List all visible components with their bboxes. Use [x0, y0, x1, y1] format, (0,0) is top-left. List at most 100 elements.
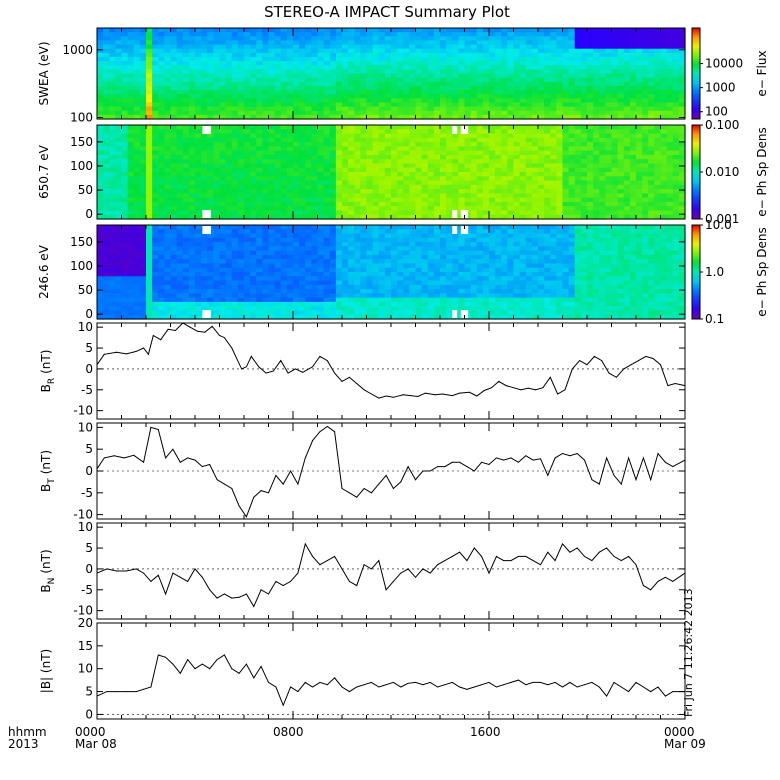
heatmap-cell [146, 267, 153, 273]
heatmap-cell [97, 176, 104, 182]
heatmap-cell [164, 40, 172, 46]
heatmap-cell [678, 184, 686, 190]
heatmap-cell [642, 44, 649, 50]
heatmap-cell [531, 163, 539, 169]
heatmap-cell [231, 289, 239, 294]
heatmap-cell [672, 197, 680, 203]
heatmap-cell [256, 297, 263, 303]
heatmap-cell [305, 81, 312, 87]
heatmap-cell [231, 206, 239, 212]
heatmap-cell [237, 133, 245, 139]
heatmap-cell [293, 110, 300, 116]
heatmap-cell [213, 289, 221, 294]
heatmap-cell [550, 106, 557, 112]
heatmap-cell [207, 146, 214, 152]
heatmap-cell [660, 163, 668, 169]
heatmap-cell [139, 90, 147, 95]
heatmap-cell [152, 314, 159, 320]
heatmap-cell [262, 180, 270, 186]
heatmap-cell [397, 172, 404, 177]
heatmap-cell [556, 56, 564, 62]
heatmap-cell [250, 110, 257, 116]
heatmap-cell [556, 106, 564, 112]
heatmap-cell [464, 154, 472, 160]
heatmap-cell [195, 48, 202, 54]
heatmap-cell [489, 48, 496, 54]
heatmap-cell [213, 172, 221, 177]
heatmap-cell [440, 180, 447, 186]
heatmap-cell [299, 90, 306, 95]
heatmap-cell [164, 284, 172, 290]
heatmap-cell [397, 110, 404, 116]
heatmap-cell [391, 172, 398, 177]
heatmap-cell [250, 44, 257, 50]
heatmap-cell [207, 176, 214, 182]
heatmap-cell [146, 242, 153, 247]
heatmap-cell [672, 94, 680, 99]
heatmap-cell [531, 106, 539, 112]
heatmap-cell [636, 61, 643, 66]
heatmap-cell [182, 233, 190, 239]
heatmap-cell [544, 48, 551, 54]
heatmap-cell [507, 172, 515, 177]
heatmap-cell [348, 69, 355, 75]
heatmap-cell [103, 306, 110, 312]
heatmap-cell [354, 210, 361, 216]
heatmap-cell [127, 180, 135, 186]
heatmap-cell [446, 180, 453, 186]
heatmap-cell [317, 159, 325, 165]
heatmap-cell [440, 81, 447, 87]
heatmap-cell [372, 159, 380, 165]
heatmap-cell [409, 69, 417, 75]
heatmap-cell [446, 159, 453, 165]
heatmap-cell [121, 159, 129, 165]
heatmap-cell [513, 214, 521, 220]
heatmap-cell [158, 110, 165, 116]
heatmap-cell [378, 129, 386, 135]
heatmap-cell [244, 69, 251, 75]
heatmap-cell [342, 114, 349, 120]
heatmap-cell [207, 142, 214, 147]
heatmap-cell [170, 172, 178, 177]
heatmap-cell [501, 184, 508, 190]
heatmap-cell [397, 206, 404, 212]
heatmap-cell [268, 246, 276, 252]
heatmap-cell [599, 102, 606, 108]
heatmap-cell [231, 229, 239, 235]
heatmap-cell [666, 214, 674, 220]
heatmap-cell [617, 94, 625, 99]
heatmap-cell [556, 189, 564, 194]
heatmap-cell [470, 85, 478, 91]
heatmap-cell [519, 167, 527, 173]
heatmap-cell [152, 214, 159, 220]
heatmap-cell [623, 77, 631, 83]
heatmap-cell [605, 172, 613, 177]
heatmap-cell [103, 142, 110, 147]
heatmap-cell [501, 142, 508, 147]
heatmap-cell [470, 206, 478, 212]
heatmap-cell [464, 193, 472, 199]
heatmap-cell [372, 197, 380, 203]
heatmap-cell [323, 206, 331, 212]
heatmap-cell [133, 237, 141, 243]
heatmap-cell [213, 137, 221, 143]
heatmap-cell [593, 81, 600, 87]
heatmap-cell [568, 32, 576, 37]
heatmap-cell [489, 201, 496, 207]
heatmap-cell [580, 180, 588, 186]
heatmap-cell [213, 301, 221, 307]
heatmap-cell [305, 172, 312, 177]
heatmap-cell [519, 137, 527, 143]
heatmap-cell [348, 32, 355, 37]
heatmap-cell [342, 167, 349, 173]
heatmap-cell [250, 142, 257, 147]
heatmap-cell [188, 125, 196, 130]
heatmap-cell [446, 77, 453, 83]
heatmap-cell [654, 142, 662, 147]
heatmap-cell [323, 102, 331, 108]
heatmap-cell [489, 114, 496, 120]
heatmap-cell [305, 150, 312, 156]
heatmap-cell [311, 133, 319, 139]
heatmap-cell [568, 176, 576, 182]
heatmap-cell [446, 172, 453, 177]
